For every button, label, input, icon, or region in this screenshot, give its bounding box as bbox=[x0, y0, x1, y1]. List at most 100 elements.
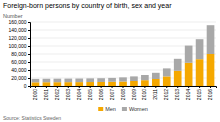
bar bbox=[97, 82, 105, 86]
bar bbox=[119, 77, 127, 81]
y-tick-label: 160,000 bbox=[8, 19, 26, 25]
bar bbox=[86, 82, 94, 86]
x-tick-mark bbox=[101, 86, 102, 88]
x-tick-label: 2013 bbox=[174, 89, 180, 100]
y-tick-label: 120,000 bbox=[8, 35, 26, 41]
bar bbox=[54, 82, 62, 86]
x-tick-mark bbox=[35, 86, 36, 88]
legend-label: Women bbox=[129, 106, 148, 112]
bar bbox=[108, 82, 116, 86]
x-tick-mark bbox=[68, 86, 69, 88]
bar bbox=[196, 39, 204, 59]
legend-label: Men bbox=[105, 106, 116, 112]
source: Source: Statistics Sweden bbox=[3, 115, 61, 121]
bar bbox=[174, 71, 182, 86]
bar-series bbox=[32, 25, 215, 82]
y-tick: 120,000 bbox=[8, 35, 30, 41]
bar bbox=[43, 79, 51, 82]
y-tick-mark bbox=[28, 78, 30, 79]
y-tick-mark bbox=[28, 22, 30, 23]
legend-swatch bbox=[98, 107, 103, 111]
y-tick-mark bbox=[28, 30, 30, 31]
bar bbox=[185, 63, 193, 86]
y-tick: 0 bbox=[24, 83, 30, 89]
y-tick-label: 20,000 bbox=[11, 75, 27, 81]
chart: Foreign-born persons by country of birth… bbox=[0, 0, 220, 122]
grid bbox=[30, 22, 216, 86]
bar bbox=[64, 79, 72, 83]
y-tick-mark bbox=[28, 62, 30, 63]
bar bbox=[141, 80, 149, 86]
x-tick-mark bbox=[155, 86, 156, 88]
x-tick: 2013 bbox=[174, 86, 180, 100]
bar bbox=[196, 59, 204, 86]
bar bbox=[163, 68, 171, 76]
x-tick-mark bbox=[199, 86, 200, 88]
x-tick-label: 2007 bbox=[109, 89, 115, 100]
x-tick-mark bbox=[90, 86, 91, 88]
bars bbox=[32, 25, 215, 86]
x-tick-mark bbox=[166, 86, 167, 88]
bar bbox=[207, 25, 215, 54]
grid-line bbox=[30, 38, 216, 39]
bar bbox=[130, 76, 138, 81]
legend-swatch bbox=[122, 107, 127, 111]
x-tick-mark bbox=[123, 86, 124, 88]
bar bbox=[152, 73, 160, 79]
bar bbox=[43, 82, 51, 86]
x-tick: 2011 bbox=[152, 86, 158, 100]
grid-line bbox=[30, 22, 216, 23]
x-tick: 2000 bbox=[32, 86, 38, 100]
x-tick: 2009 bbox=[131, 86, 137, 100]
x-tick: 2010 bbox=[141, 86, 147, 100]
x-tick-label: 2010 bbox=[141, 89, 147, 100]
y-tick-label: 140,000 bbox=[8, 27, 26, 33]
x-axis-line bbox=[31, 87, 217, 89]
x-tick-label: 2011 bbox=[152, 89, 158, 100]
x-tick: 2002 bbox=[54, 86, 60, 100]
y-tick: 100,000 bbox=[8, 43, 30, 49]
y-tick-label: 100,000 bbox=[8, 43, 26, 49]
x-tick: 2015 bbox=[196, 86, 202, 100]
x-tick-label: 2015 bbox=[196, 89, 202, 100]
y-tick: 60,000 bbox=[11, 59, 30, 65]
x-tick-label: 2016 bbox=[207, 89, 213, 100]
y-tick-label: 60,000 bbox=[11, 59, 27, 65]
x-tick-label: 2009 bbox=[131, 89, 137, 100]
x-tick-mark bbox=[133, 86, 134, 88]
x-tick-label: 2002 bbox=[54, 89, 60, 100]
x-tick: 2016 bbox=[207, 86, 213, 100]
bar bbox=[185, 46, 193, 63]
bar bbox=[54, 79, 62, 83]
x-axis: 2000200120022003200420052006200720082009… bbox=[31, 86, 217, 100]
x-tick-label: 2012 bbox=[163, 89, 169, 100]
y-tick-label: 40,000 bbox=[11, 67, 27, 73]
y-tick: 80,000 bbox=[11, 51, 30, 57]
x-tick-label: 2000 bbox=[32, 89, 38, 100]
y-tick-mark bbox=[28, 38, 30, 39]
x-tick: 2008 bbox=[120, 86, 126, 100]
y-axis-line bbox=[28, 23, 31, 87]
y-tick-label: 0 bbox=[24, 83, 27, 89]
x-tick-mark bbox=[79, 86, 80, 88]
x-tick: 2012 bbox=[163, 86, 169, 100]
bar bbox=[207, 54, 215, 86]
y-tick-mark bbox=[28, 54, 30, 55]
bar bbox=[119, 82, 127, 86]
x-tick-mark bbox=[144, 86, 145, 88]
bar bbox=[141, 75, 149, 80]
x-tick: 2005 bbox=[87, 86, 93, 100]
bar bbox=[32, 79, 40, 82]
bar bbox=[97, 78, 105, 82]
x-tick-mark bbox=[57, 86, 58, 88]
x-tick-mark bbox=[112, 86, 113, 88]
x-tick-label: 2006 bbox=[98, 89, 104, 100]
x-tick-mark bbox=[177, 86, 178, 88]
x-tick-label: 2005 bbox=[87, 89, 93, 100]
grid-line bbox=[30, 30, 216, 31]
x-tick-label: 2008 bbox=[120, 89, 126, 100]
y-tick-mark bbox=[28, 70, 30, 71]
bar bbox=[163, 76, 171, 86]
bar bbox=[152, 79, 160, 86]
x-tick: 2006 bbox=[98, 86, 104, 100]
